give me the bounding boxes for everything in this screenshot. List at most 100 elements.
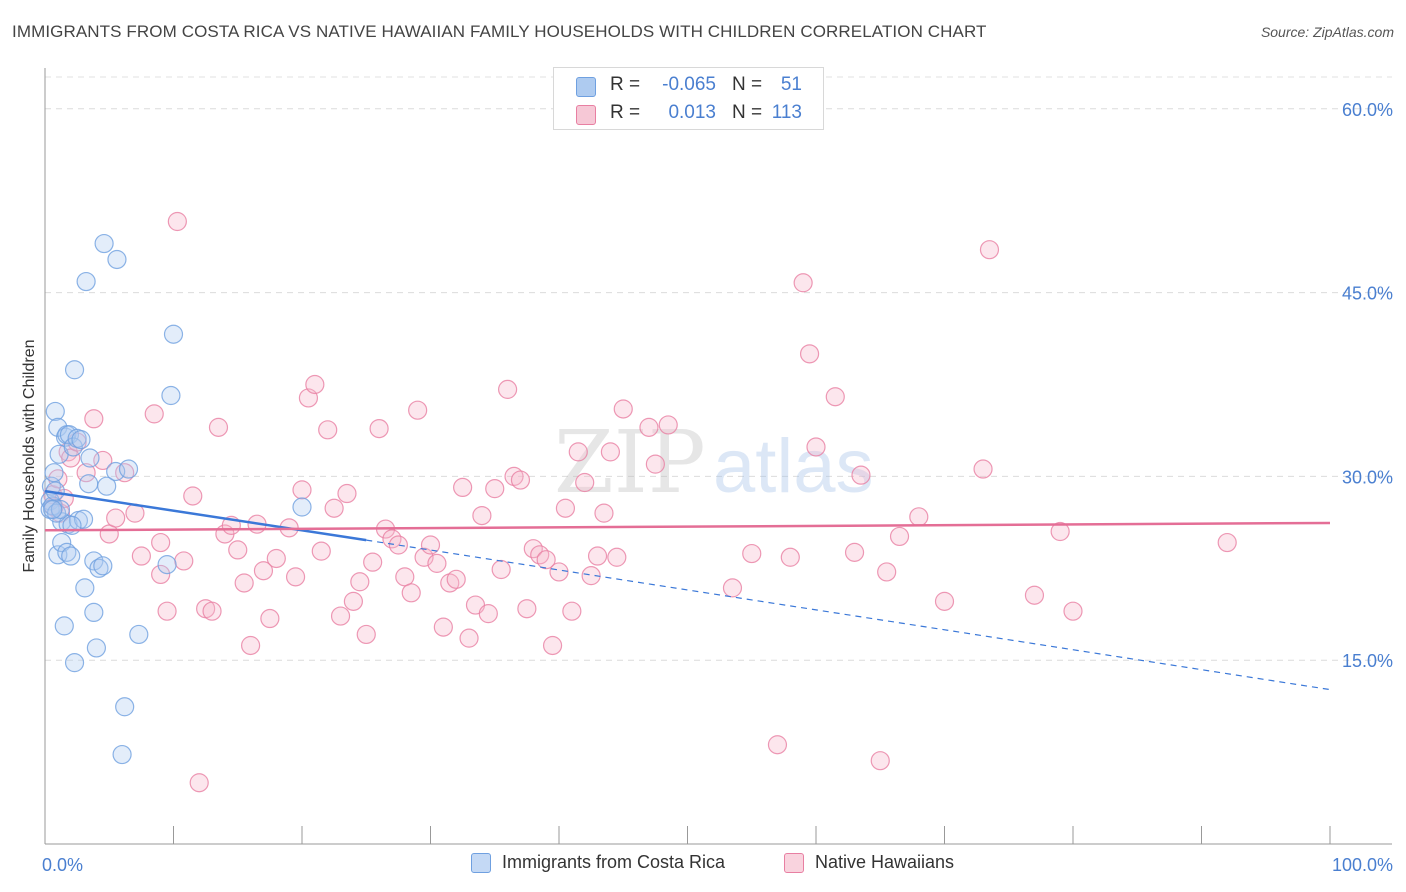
data-point [433, 617, 453, 637]
data-point [208, 417, 229, 437]
data-point [84, 409, 104, 429]
data-point [498, 379, 518, 399]
data-point [99, 524, 119, 544]
data-point [478, 604, 498, 624]
legend-n-value: 51 [780, 74, 802, 95]
data-point [189, 773, 209, 793]
data-point [76, 271, 96, 292]
data-point [305, 374, 325, 395]
data-point [54, 616, 74, 636]
y-tick-label: 30.0% [1342, 467, 1393, 487]
legend-swatch-native-hawaiians [784, 853, 804, 873]
data-point [459, 628, 479, 648]
y-tick-label: 15.0% [1342, 651, 1393, 671]
data-point [44, 463, 64, 483]
data-point [395, 567, 415, 587]
data-point [793, 273, 813, 293]
data-point [330, 606, 351, 626]
data-point [806, 437, 826, 457]
data-point [485, 479, 505, 499]
legend-swatch-costa-rica [471, 853, 491, 873]
x-tick-label: 0.0% [42, 855, 83, 875]
data-point [97, 476, 117, 496]
data-point [157, 601, 177, 621]
data-point [183, 486, 203, 506]
data-point [151, 564, 171, 585]
data-point [369, 418, 389, 439]
grid-lines [45, 76, 1392, 661]
watermark: ZIP atlas [554, 413, 874, 513]
data-point [260, 608, 280, 629]
data-point [144, 404, 164, 424]
data-point [80, 448, 100, 468]
data-point [742, 543, 762, 564]
data-point [446, 569, 466, 589]
watermark-atlas: atlas [713, 424, 874, 509]
data-point [401, 583, 421, 603]
data-point [504, 466, 524, 486]
legend-r-value: 0.013 [668, 102, 716, 123]
data-point [106, 508, 126, 528]
data-point [542, 635, 563, 656]
data-point [131, 546, 151, 566]
data-point [174, 551, 194, 571]
data-point [408, 400, 428, 420]
data-point [157, 555, 177, 575]
data-point [889, 526, 910, 547]
data-point [241, 635, 261, 656]
data-point [129, 624, 149, 645]
legend-r-value: -0.065 [662, 74, 716, 95]
data-point [594, 503, 614, 523]
data-point [107, 249, 127, 270]
data-point [870, 751, 890, 771]
data-point [311, 541, 331, 561]
data-point [292, 497, 312, 517]
data-point [388, 535, 408, 555]
data-point [658, 415, 678, 435]
data-point [234, 573, 254, 593]
data-point [337, 483, 357, 504]
data-point [50, 499, 71, 520]
data-point [562, 601, 582, 621]
data-point [851, 465, 871, 485]
data-point [600, 442, 621, 462]
data-point [825, 387, 845, 407]
x-tick-label: 100.0% [1332, 855, 1393, 875]
data-point [575, 472, 595, 493]
data-point [536, 550, 556, 570]
data-point [440, 573, 460, 593]
data-point [555, 498, 576, 518]
data-point [61, 546, 81, 566]
data-point [151, 532, 171, 553]
data-point [350, 572, 370, 592]
tick-labels: 15.0% 30.0% 45.0% 60.0% 0.0% 100.0% [42, 100, 1393, 875]
data-point [73, 509, 94, 529]
y-axis-label: Family Households with Children [21, 340, 38, 573]
data-point [581, 566, 601, 586]
data-point [64, 653, 85, 673]
legend-r-label: R = [610, 74, 641, 95]
data-point [167, 211, 187, 232]
trend-line-dashed [366, 539, 1331, 691]
data-point [94, 233, 114, 254]
y-tick-label: 60.0% [1342, 100, 1393, 120]
data-point [799, 344, 820, 364]
data-point [79, 474, 99, 494]
data-point [285, 567, 306, 587]
data-point [266, 548, 286, 569]
data-point [613, 399, 633, 419]
data-point [45, 401, 65, 422]
data-point [780, 547, 800, 567]
legend-label-native-hawaiians: Native Hawaiians [815, 852, 955, 872]
data-point [363, 552, 383, 572]
data-point [161, 385, 181, 406]
data-point [52, 532, 72, 553]
data-point [43, 499, 63, 520]
legend-label-costa-rica: Immigrants from Costa Rica [502, 852, 726, 872]
data-point [549, 562, 569, 582]
data-point [253, 561, 274, 581]
y-tick-label: 45.0% [1342, 284, 1393, 304]
data-point [1063, 601, 1083, 621]
data-point [607, 547, 627, 567]
